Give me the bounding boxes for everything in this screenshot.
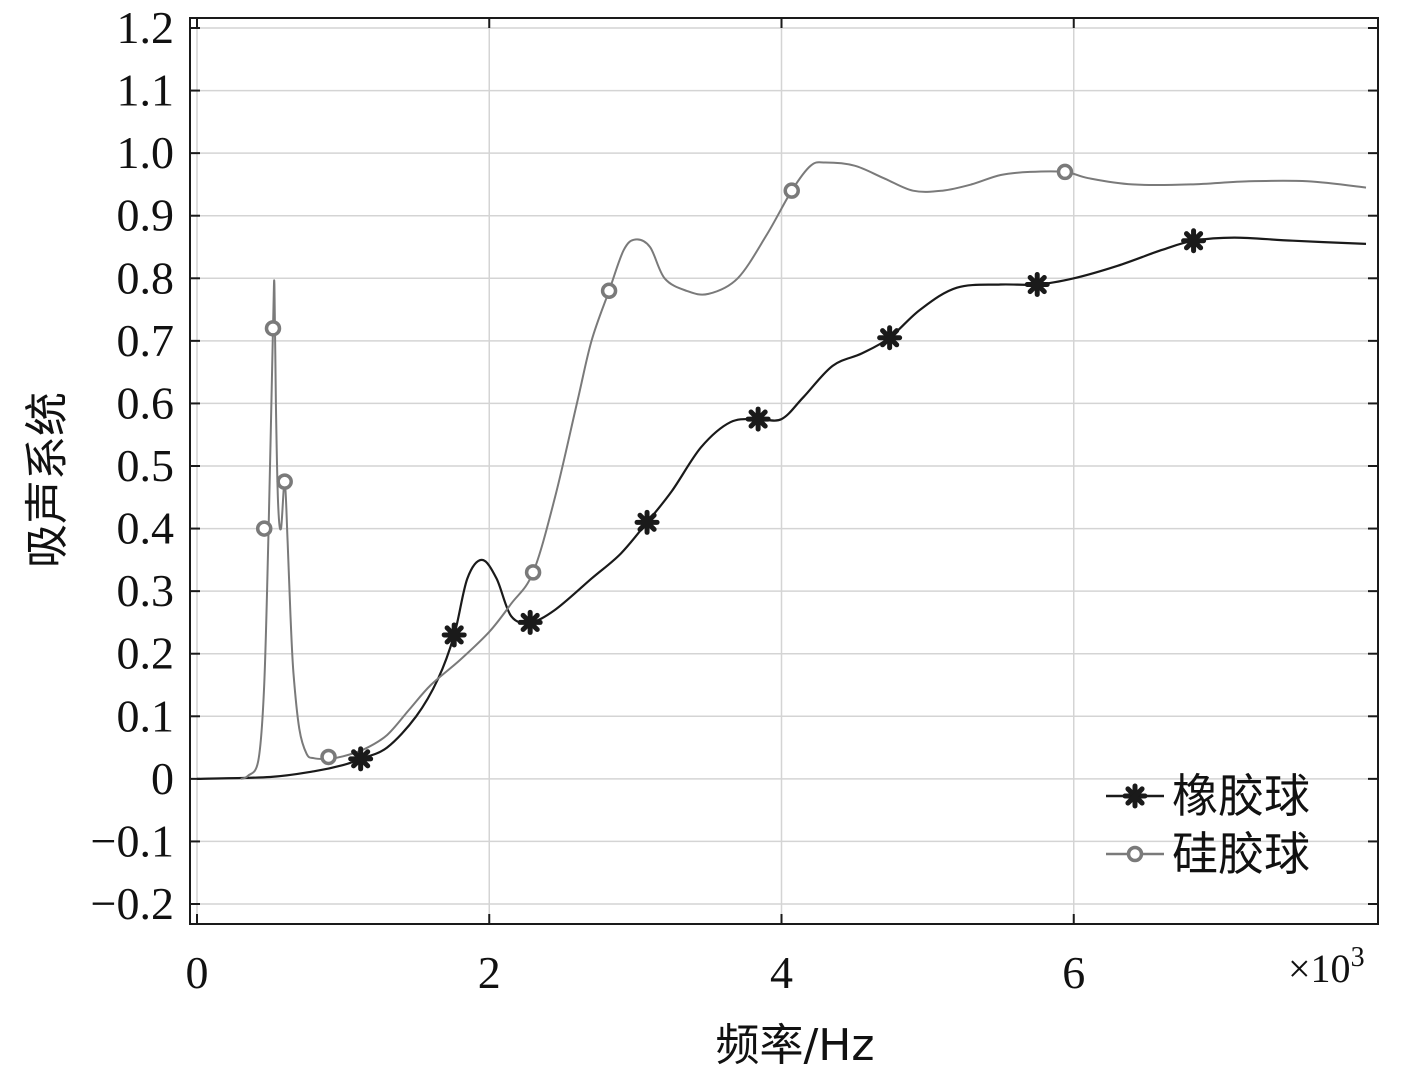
series-1-marker: [441, 622, 467, 648]
marker-stroke: [1184, 231, 1204, 251]
series-2-marker: [276, 473, 293, 490]
series-2-marker: [600, 282, 618, 300]
y-tick-label: 1.1: [117, 65, 175, 116]
y-tick-label: 0.8: [117, 252, 175, 303]
series-1-marker: [1181, 228, 1207, 254]
series-2-marker: [783, 182, 800, 199]
y-tick-label: 0.1: [117, 690, 175, 741]
series-2-marker: [264, 320, 282, 337]
legend-label-1: 橡胶球: [1172, 769, 1310, 823]
y-tick-label: 0.3: [117, 565, 175, 616]
series-line-1: [196, 236, 1367, 780]
series-2-marker: [320, 748, 337, 766]
marker-stroke: [1027, 274, 1047, 295]
y-tick-label: 0.9: [117, 190, 175, 241]
y-tick-label: −0.2: [91, 878, 174, 929]
marker-stroke: [444, 625, 464, 645]
grid-lines: [190, 18, 1378, 924]
x-tick-label: 2: [478, 947, 501, 998]
marker-stroke: [351, 749, 371, 769]
series-2-marker: [524, 564, 542, 581]
y-tick-label: 0: [151, 753, 174, 804]
series-1-marker: [634, 509, 660, 535]
x-axis-multiplier: ×103: [1288, 942, 1365, 991]
y-tick-label: 0.4: [117, 503, 175, 554]
series-line-2: [240, 161, 1367, 780]
y-axis-title: 吸声系统: [22, 392, 73, 568]
marker-stroke: [637, 512, 657, 532]
marker-stroke: [748, 409, 768, 429]
x-tick-label: 4: [770, 947, 793, 998]
y-tick-label: 1.2: [117, 2, 175, 53]
x-tick-label: 6: [1062, 947, 1085, 998]
plot-frame: [189, 17, 1379, 925]
series-1-marker: [877, 325, 903, 351]
marker-stroke: [880, 328, 900, 348]
marker-stroke: [1125, 786, 1145, 806]
legend-marker-1: [1122, 783, 1148, 809]
legend-marker-2: [1126, 845, 1144, 863]
legend-label-2: 硅胶球: [1172, 827, 1310, 881]
series-markers: [255, 163, 1207, 772]
series-1-marker: [745, 406, 771, 432]
series-1-marker: [348, 746, 374, 772]
x-axis-title: 频率/Hz: [715, 1020, 874, 1071]
y-tick-label: 0.7: [117, 315, 175, 366]
series-2-marker: [255, 520, 273, 537]
axis-ticks: 1.21.11.00.90.80.70.60.50.40.30.20.10−0.…: [91, 2, 1378, 998]
series-2-marker: [1056, 163, 1074, 181]
series-1-marker: [517, 609, 543, 635]
y-tick-label: −0.1: [91, 815, 174, 866]
y-tick-label: 0.2: [117, 628, 175, 679]
x-tick-label: 0: [186, 947, 209, 998]
y-tick-label: 0.6: [117, 377, 175, 428]
series-1-marker: [1024, 272, 1050, 298]
marker-stroke: [520, 612, 540, 632]
y-tick-label: 0.5: [117, 440, 175, 491]
y-tick-label: 1.0: [117, 127, 175, 178]
x-axis-multiplier-exponent: 3: [1351, 942, 1365, 973]
